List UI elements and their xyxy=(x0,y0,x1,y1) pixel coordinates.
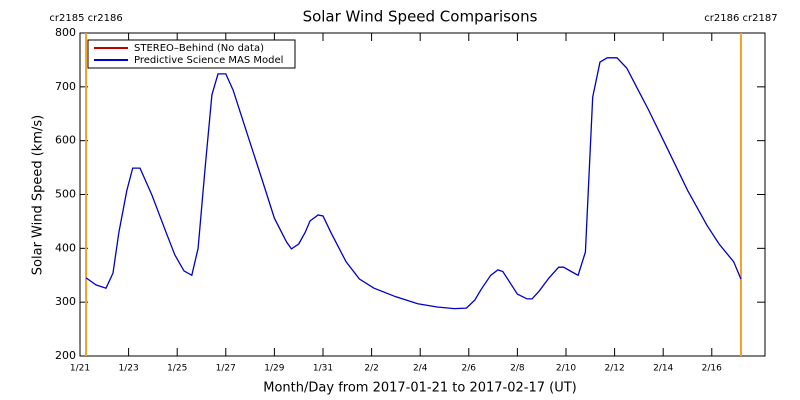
x-tick-label: 2/2 xyxy=(364,364,378,374)
series-line xyxy=(85,57,742,310)
x-tick-label: 1/29 xyxy=(264,364,284,374)
legend-box xyxy=(87,39,296,69)
x-tick-label: 1/27 xyxy=(216,364,236,374)
x-tick-label: 2/16 xyxy=(702,364,722,374)
x-tick-label: 2/12 xyxy=(604,364,624,374)
legend-label: Predictive Science MAS Model xyxy=(134,55,283,66)
x-tick-label: 1/23 xyxy=(118,364,138,374)
x-tick-label: 1/21 xyxy=(70,364,90,374)
plot-frame xyxy=(79,32,766,357)
y-tick-label: 600 xyxy=(55,134,76,147)
x-tick-label: 2/4 xyxy=(413,364,428,374)
x-tick-label: 2/8 xyxy=(510,364,525,374)
x-tick-label: 2/14 xyxy=(653,364,673,374)
carrington-label: cr2186 cr2187 xyxy=(704,13,777,24)
y-tick-label: 300 xyxy=(55,295,76,308)
chart-title: Solar Wind Speed Comparisons xyxy=(303,8,538,26)
x-tick-label: 1/25 xyxy=(167,364,187,374)
legend-label: STEREO–Behind (No data) xyxy=(134,43,264,54)
y-tick-label: 700 xyxy=(55,80,76,93)
x-axis-label: Month/Day from 2017-01-21 to 2017-02-17 … xyxy=(263,381,576,396)
y-tick-label: 200 xyxy=(55,349,76,362)
y-axis-label: Solar Wind Speed (km/s) xyxy=(31,115,46,275)
carrington-label: cr2185 cr2186 xyxy=(49,13,122,24)
y-tick-label: 500 xyxy=(55,188,76,201)
x-tick-label: 1/31 xyxy=(313,364,333,374)
y-tick-label: 400 xyxy=(55,241,76,254)
x-tick-label: 2/6 xyxy=(462,364,477,374)
x-tick-label: 2/10 xyxy=(556,364,576,374)
y-tick-label: 800 xyxy=(55,26,76,39)
